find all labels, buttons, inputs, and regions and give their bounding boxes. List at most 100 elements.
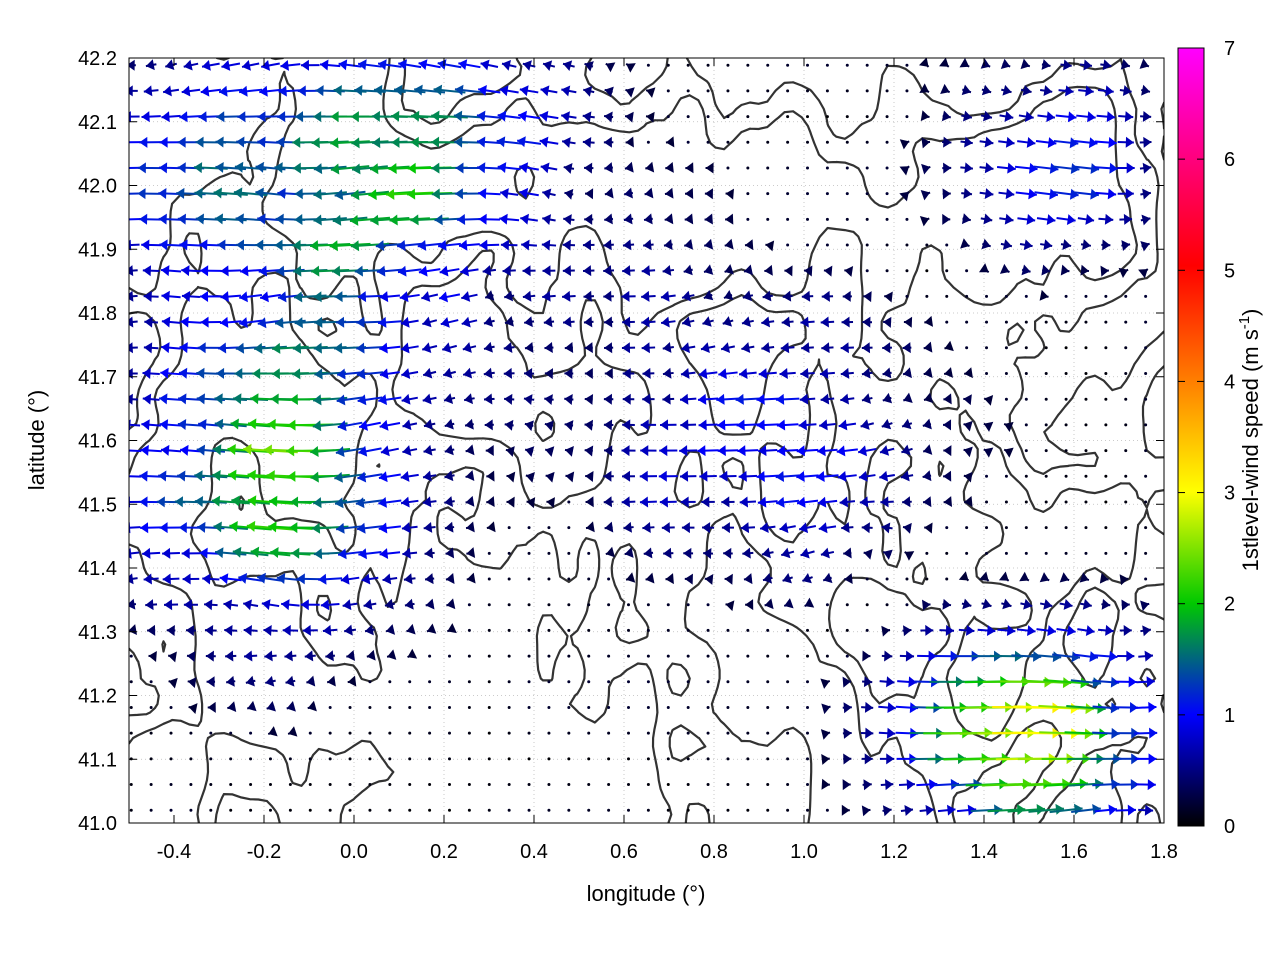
- wind-arrow: [963, 446, 973, 458]
- wind-arrow: [1044, 346, 1048, 350]
- wind-arrow: [308, 731, 312, 735]
- wind-arrow: [800, 316, 815, 328]
- wind-arrow: [642, 393, 655, 405]
- wind-arrow: [539, 110, 559, 122]
- wind-arrow: [356, 368, 384, 380]
- wind-arrow: [141, 419, 161, 431]
- wind-arrow: [666, 757, 670, 761]
- wind-arrow: [188, 703, 198, 714]
- wind-arrow: [519, 85, 539, 97]
- wind-arrow: [169, 808, 173, 812]
- wind-arrow: [497, 110, 521, 122]
- wind-arrow: [465, 470, 475, 481]
- wind-arrow: [1064, 500, 1068, 504]
- wind-arrow: [521, 239, 538, 251]
- wind-arrow: [686, 757, 690, 761]
- wind-arrow: [680, 342, 696, 354]
- wind-arrow: [1112, 778, 1139, 790]
- wind-arrow: [207, 701, 216, 713]
- wind-arrow: [584, 368, 593, 380]
- wind-arrow: [344, 624, 357, 636]
- wind-arrow: [925, 243, 929, 247]
- wind-arrow: [686, 628, 690, 632]
- wind-arrow: [922, 470, 932, 482]
- wind-arrow: [624, 161, 634, 173]
- wind-arrow: [460, 265, 479, 277]
- wind-arrow: [799, 393, 816, 405]
- wind-arrow: [882, 392, 893, 404]
- wind-arrow: [447, 654, 451, 658]
- wind-arrow: [487, 808, 491, 812]
- wind-arrow: [680, 496, 696, 508]
- wind-arrow: [205, 650, 216, 662]
- wind-arrow: [766, 731, 770, 735]
- wind-arrow: [679, 445, 698, 457]
- wind-arrow: [607, 654, 611, 658]
- wind-arrow: [905, 603, 909, 607]
- wind-arrow: [186, 650, 196, 662]
- wind-arrow: [142, 547, 161, 559]
- wind-arrow: [523, 394, 535, 405]
- wind-arrow: [825, 603, 829, 607]
- wind-arrow: [742, 547, 754, 559]
- wind-arrow: [358, 445, 382, 457]
- wind-arrow: [977, 624, 996, 636]
- wind-arrow: [194, 496, 227, 508]
- wind-arrow: [539, 136, 559, 148]
- wind-arrow: [782, 290, 793, 302]
- wind-arrow: [885, 217, 889, 221]
- wind-arrow: [202, 573, 220, 585]
- wind-arrow: [300, 59, 320, 71]
- wind-arrow: [485, 445, 494, 457]
- wind-arrow: [418, 59, 441, 71]
- wind-arrow: [776, 445, 799, 457]
- wind-arrow: [922, 599, 931, 611]
- wind-arrow: [564, 368, 574, 380]
- wind-arrow: [945, 551, 949, 555]
- wind-arrow: [526, 497, 536, 509]
- wind-arrow: [980, 110, 993, 122]
- wind-arrow: [561, 137, 576, 148]
- wind-arrow: [726, 115, 730, 119]
- wind-arrow: [644, 187, 654, 199]
- wind-arrow: [821, 290, 834, 302]
- y-tick-label: 41.1: [78, 749, 117, 771]
- wind-arrow: [447, 731, 451, 735]
- wind-arrow: [959, 58, 970, 68]
- wind-arrow: [1120, 58, 1131, 70]
- wind-arrow: [662, 264, 675, 276]
- wind-arrow: [421, 291, 439, 302]
- contour-line: [129, 58, 1164, 823]
- wind-arrow: [1044, 371, 1048, 375]
- wind-arrow: [783, 598, 794, 609]
- wind-arrow: [300, 599, 320, 611]
- wind-arrow: [306, 675, 316, 687]
- wind-arrow: [204, 599, 218, 611]
- wind-arrow: [740, 522, 756, 534]
- wind-arrow: [141, 111, 161, 123]
- wind-arrow: [603, 136, 614, 148]
- wind-arrow: [643, 213, 653, 225]
- wind-arrow: [845, 243, 849, 247]
- wind-arrow: [622, 316, 635, 328]
- wind-arrow: [686, 63, 690, 67]
- wind-arrow: [461, 316, 478, 328]
- wind-arrow: [527, 551, 531, 555]
- wind-arrow: [567, 526, 571, 530]
- wind-arrow: [240, 265, 262, 277]
- wind-arrow: [583, 290, 595, 302]
- wind-arrow: [686, 140, 690, 144]
- wind-arrow: [1020, 598, 1033, 610]
- wind-arrow: [182, 573, 200, 585]
- wind-arrow: [945, 320, 949, 324]
- wind-arrow: [666, 115, 670, 119]
- wind-arrow: [245, 675, 256, 687]
- wind-arrow: [546, 497, 555, 509]
- wind-arrow: [842, 290, 852, 302]
- wind-arrow: [337, 548, 363, 560]
- wind-arrow: [878, 702, 896, 714]
- wind-arrow: [268, 783, 272, 787]
- wind-arrow: [583, 316, 594, 328]
- wind-arrow: [129, 316, 138, 328]
- wind-arrow: [625, 62, 636, 73]
